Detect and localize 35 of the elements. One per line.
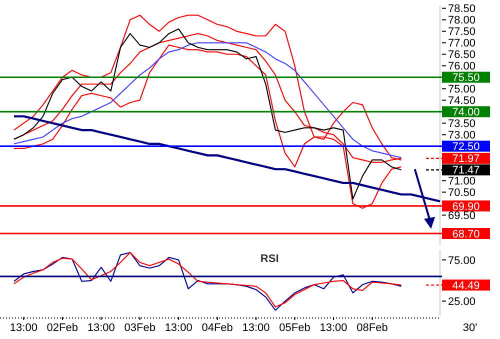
y-tick-label: 76.50 [448, 49, 476, 62]
chart-title: RSI [260, 253, 279, 265]
x-tick-label: 13:00 [10, 322, 38, 334]
y-tick-label: 70.50 [448, 186, 476, 199]
ref-line-label: 72.50 [452, 141, 480, 154]
y-tick-label: 78.00 [448, 14, 476, 27]
y-tick-label: 74.50 [448, 95, 476, 108]
y-tick-label: 77.00 [448, 38, 476, 50]
x-tick-label: 13:00 [320, 322, 348, 334]
y-tick-label: 77.50 [448, 26, 476, 38]
x-tick-label: 13:00 [242, 322, 270, 334]
ref-line-label: 75.50 [452, 72, 480, 84]
y-tick-label: 73.50 [448, 118, 476, 130]
y-tick-label: 75.00 [448, 254, 476, 267]
y-tick-label: 78.50 [448, 3, 476, 16]
x-tick-label: 05Feb [279, 322, 310, 334]
ref-line-label: 44.49 [452, 280, 480, 292]
x-tick-label: 13:00 [87, 322, 115, 334]
y-tick-label: 76.00 [448, 60, 476, 73]
y-tick-label: 69.50 [448, 210, 476, 222]
y-tick-label: 25.00 [448, 296, 476, 308]
ref-line-label: 71.97 [452, 153, 480, 166]
x-tick-label: 04Feb [202, 322, 233, 334]
x-tick-label: 13:00 [164, 322, 192, 334]
x-tick-label: 03Feb [124, 322, 156, 334]
y-tick-label: 75.00 [448, 84, 476, 96]
y-tick-label: 73.00 [448, 130, 476, 142]
ref-line-label: 68.70 [452, 228, 480, 240]
ref-line-label: 71.47 [452, 164, 480, 177]
x-tick-label: 02Feb [46, 322, 78, 334]
x-tick-label: 08Feb [356, 322, 388, 334]
ref-line-label: 74.00 [452, 106, 480, 119]
y-tick-label: 71.00 [448, 176, 476, 188]
text: 30' [462, 322, 478, 334]
line-series [12, 115, 442, 202]
